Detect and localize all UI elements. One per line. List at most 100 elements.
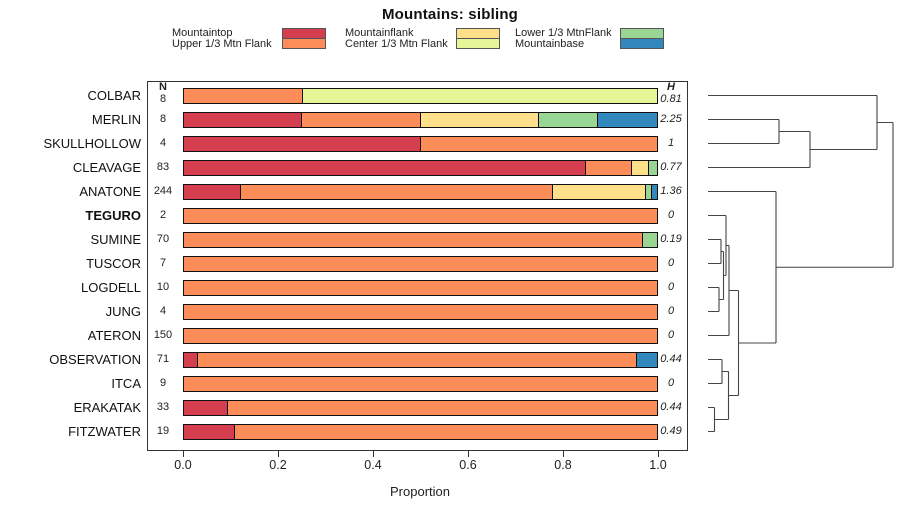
x-axis-title: Proportion — [390, 484, 450, 499]
n-column-header: N — [159, 81, 167, 93]
bar-segment — [184, 424, 234, 439]
n-value: 83 — [156, 161, 170, 173]
row-label: ERAKATAK — [73, 400, 141, 415]
bar-segment — [197, 352, 637, 367]
bar-segment — [184, 280, 657, 295]
row-label: SUMINE — [90, 232, 141, 247]
x-axis-tick-label: 0.0 — [174, 458, 192, 472]
bar-segment — [645, 184, 652, 199]
h-value: 0 — [667, 209, 675, 221]
row-label: ANATONE — [79, 184, 141, 199]
n-value: 70 — [156, 233, 170, 245]
row-label: COLBAR — [87, 88, 141, 103]
stacked-bar — [183, 255, 658, 272]
row-label: ATERON — [87, 328, 141, 343]
bar-segment — [648, 160, 657, 175]
x-axis-tick — [277, 451, 279, 457]
bar-segment — [184, 400, 227, 415]
stacked-bar — [183, 135, 658, 152]
h-value: 0.81 — [660, 93, 682, 105]
x-axis-tick — [562, 451, 564, 457]
bar-segment — [184, 160, 585, 175]
legend-swatch — [456, 37, 500, 49]
bar-segment — [184, 376, 657, 391]
n-value: 8 — [159, 113, 167, 125]
h-value: 0.44 — [660, 401, 682, 413]
bar-segment — [184, 208, 657, 223]
n-value: 19 — [156, 425, 170, 437]
stacked-bar — [183, 351, 658, 368]
legend-swatch — [620, 37, 664, 49]
x-axis-tick-label: 0.4 — [364, 458, 382, 472]
bar-segment — [584, 160, 632, 175]
n-value: 10 — [156, 281, 170, 293]
row-label: FITZWATER — [68, 424, 141, 439]
n-value: 71 — [156, 353, 170, 365]
legend-label: Upper 1/3 Mtn Flank — [172, 38, 272, 50]
row-label: JUNG — [105, 304, 141, 319]
stacked-bar — [183, 183, 658, 200]
bar-segment — [184, 136, 420, 151]
stacked-bar — [183, 87, 658, 104]
legend-label: Lower 1/3 MtnFlank — [515, 27, 612, 39]
h-value: 0 — [667, 329, 675, 341]
stacked-bar — [183, 207, 658, 224]
x-axis-tick — [372, 451, 374, 457]
legend-label: Mountainbase — [515, 38, 585, 50]
row-label: OBSERVATION — [49, 352, 141, 367]
bar-segment — [184, 88, 302, 103]
bar-segment — [184, 304, 657, 319]
h-value: 2.25 — [660, 113, 682, 125]
row-label: TEGURO — [85, 208, 141, 223]
n-value: 2 — [159, 209, 167, 221]
h-value: 0 — [667, 281, 675, 293]
stacked-bar — [183, 231, 658, 248]
bar-segment — [233, 424, 657, 439]
bar-segment — [184, 256, 657, 271]
h-value: 0.49 — [660, 425, 682, 437]
bar-segment — [240, 184, 553, 199]
stacked-bar — [183, 375, 658, 392]
n-value: 7 — [159, 257, 167, 269]
bar-segment — [537, 112, 598, 127]
h-column-header: H — [667, 81, 675, 93]
bar-segment — [420, 136, 657, 151]
bar-segment — [226, 400, 657, 415]
bar-segment — [631, 160, 649, 175]
h-value: 0.77 — [660, 161, 682, 173]
bar-segment — [651, 184, 657, 199]
bar-segment — [184, 112, 302, 127]
stacked-bar — [183, 111, 658, 128]
legend-swatch — [282, 37, 326, 49]
x-axis-tick — [657, 451, 659, 457]
stacked-bar — [183, 399, 658, 416]
h-value: 0.19 — [660, 233, 682, 245]
x-axis-tick-label: 0.2 — [269, 458, 287, 472]
h-value: 0.44 — [660, 353, 682, 365]
row-label: TUSCOR — [86, 256, 141, 271]
bar-segment — [642, 232, 657, 247]
x-axis-tick-label: 0.6 — [459, 458, 477, 472]
x-axis-tick — [182, 451, 184, 457]
bar-segment — [301, 112, 420, 127]
h-value: 1.36 — [660, 185, 682, 197]
legend-label: Mountaintop — [172, 27, 233, 39]
stacked-bar — [183, 303, 658, 320]
legend-label: Center 1/3 Mtn Flank — [345, 38, 448, 50]
plot-box — [147, 81, 688, 451]
bar-segment — [636, 352, 657, 367]
bar-segment — [597, 112, 657, 127]
row-label: CLEAVAGE — [72, 160, 141, 175]
row-label: SKULLHOLLOW — [43, 136, 141, 151]
n-value: 8 — [159, 93, 167, 105]
row-label: MERLIN — [91, 112, 141, 127]
n-value: 9 — [159, 377, 167, 389]
bar-segment — [184, 328, 657, 343]
h-value: 0 — [667, 377, 675, 389]
bar-segment — [184, 352, 198, 367]
bar-segment — [184, 232, 643, 247]
x-axis-tick-label: 1.0 — [649, 458, 667, 472]
bar-segment — [419, 112, 538, 127]
